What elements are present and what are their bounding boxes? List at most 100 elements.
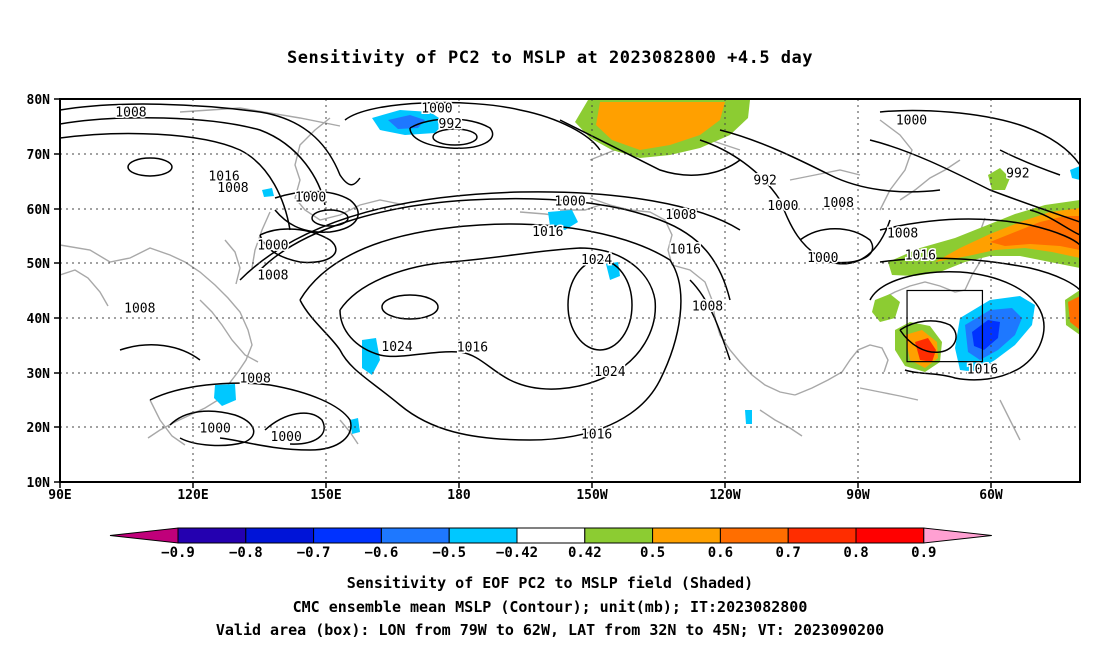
contour-label: 1008	[665, 208, 696, 223]
colorbar-label: −0.9	[161, 545, 195, 561]
caption-shading: Sensitivity of EOF PC2 to MSLP field (Sh…	[346, 574, 754, 592]
lat-label: 10N	[27, 476, 51, 491]
colorbar-segment	[516, 527, 586, 544]
contour-label: 1016	[457, 340, 488, 355]
shading-orange-arctic	[596, 102, 725, 150]
contour-label: 1016	[967, 362, 998, 377]
colorbar-segment	[313, 527, 382, 544]
valid-area-box	[906, 289, 984, 363]
contour-label: 992	[1006, 166, 1029, 181]
contour-label: 1016	[532, 225, 563, 240]
contour-label: 1000	[295, 190, 326, 205]
contour-label: 1016	[208, 170, 239, 185]
shading-blue-small-1	[350, 418, 360, 434]
shading-green-gulf	[872, 294, 900, 322]
caption-valid-area: Valid area (box): LON from 79W to 62W, L…	[215, 621, 885, 639]
contour-label: 1016	[905, 248, 936, 263]
shading-deepblue-western-atlantic	[972, 320, 1000, 350]
contour-label: 1008	[124, 302, 155, 317]
lat-label: 80N	[27, 93, 51, 108]
coastlines	[60, 107, 1021, 446]
contour-label: 992	[439, 117, 462, 132]
lat-label: 20N	[27, 421, 51, 436]
colorbar-segment	[448, 527, 518, 544]
contour-label: 1000	[421, 101, 452, 116]
contour-label: 1008	[239, 372, 270, 387]
lon-label: 90W	[846, 488, 870, 503]
colorbar-segment	[652, 527, 721, 544]
lat-axis-labels: 80N 70N 60N 50N 40N 30N 20N 10N	[27, 93, 51, 491]
contour-label: 1016	[670, 242, 701, 257]
shading-orange-east	[1068, 296, 1080, 330]
lon-label: 150E	[310, 488, 341, 503]
contour-label: 1000	[257, 239, 288, 254]
contour-label: 1008	[887, 227, 918, 242]
colorbar-label: 0.42	[568, 545, 602, 561]
colorbar-end-negative	[109, 527, 179, 544]
contour-label: 1016	[581, 427, 612, 442]
contour-label: 1000	[807, 251, 838, 266]
sensitivity-shading	[214, 100, 1080, 434]
colorbar-label: 0.6	[708, 545, 733, 561]
shading-green-greenland	[988, 168, 1010, 190]
shading-blue-greenland	[1070, 166, 1080, 180]
colorbar-label: −0.5	[432, 545, 466, 561]
colorbar-label: 0.8	[843, 545, 868, 561]
contour-label: 992	[753, 174, 776, 189]
lon-label: 120W	[709, 488, 740, 503]
contour-label: 1000	[896, 113, 927, 128]
map-frame	[59, 98, 1081, 483]
contour-label: 1000	[200, 421, 231, 436]
contour-label: 1008	[217, 181, 248, 196]
shading-blue-bering	[548, 210, 578, 230]
shading-blue-philippine	[214, 384, 236, 406]
lat-label: 40N	[27, 312, 51, 327]
colorbar-segment	[787, 527, 857, 544]
contour-label: 1008	[257, 269, 288, 284]
lon-label: 120E	[177, 488, 208, 503]
shading-blue-westpac	[362, 338, 380, 375]
lon-label: 150W	[576, 488, 607, 503]
graticule	[60, 99, 1080, 482]
colorbar-label: 0.9	[911, 545, 936, 561]
colorbar-segment	[245, 527, 315, 544]
colorbar-segment	[177, 527, 247, 544]
contour-label: 1008	[115, 106, 146, 121]
lat-label: 60N	[27, 203, 51, 218]
lat-label: 70N	[27, 148, 51, 163]
colorbar-label: 0.7	[776, 545, 801, 561]
contour-label: 1008	[692, 299, 723, 314]
colorbar-labels: −0.9 −0.8 −0.7 −0.6 −0.5 −0.42 0.42 0.5 0.6 0.7 0.…	[161, 545, 936, 561]
lon-label: 90E	[48, 488, 71, 503]
caption-contour: CMC ensemble mean MSLP (Contour); unit(m…	[292, 598, 808, 616]
axis-ticks	[54, 98, 992, 488]
contour-label: 1000	[271, 430, 302, 445]
colorbar-segment	[584, 527, 654, 544]
lat-label: 50N	[27, 257, 51, 272]
contour-label: 1008	[823, 196, 854, 211]
lon-label: 180	[447, 488, 471, 503]
lon-axis-labels: 90E 120E 150E 180 150W 120W 90W 60W	[48, 488, 1003, 503]
colorbar	[109, 527, 992, 544]
colorbar-label: −0.8	[229, 545, 263, 561]
colorbar-segment	[380, 527, 450, 544]
mslp-contours	[60, 101, 1080, 451]
shading-blue-small-2	[745, 410, 752, 424]
colorbar-segment	[719, 527, 789, 544]
contour-label: 1024	[381, 340, 412, 355]
shading-darkorange-atlantic	[990, 216, 1080, 250]
colorbar-label: −0.7	[297, 545, 331, 561]
shading-blue-kamchatka	[262, 188, 274, 197]
colorbar-label: −0.6	[365, 545, 399, 561]
map-title: Sensitivity of PC2 to MSLP at 2023082800…	[286, 48, 813, 68]
contour-label: 1000	[554, 194, 585, 209]
contour-label: 1024	[581, 253, 612, 268]
contour-label: 1024	[594, 365, 625, 380]
colorbar-segment	[855, 527, 925, 544]
lat-label: 30N	[27, 367, 51, 382]
colorbar-label: −0.42	[496, 545, 538, 561]
colorbar-label: 0.5	[640, 545, 665, 561]
colorbar-end-positive	[923, 527, 992, 544]
